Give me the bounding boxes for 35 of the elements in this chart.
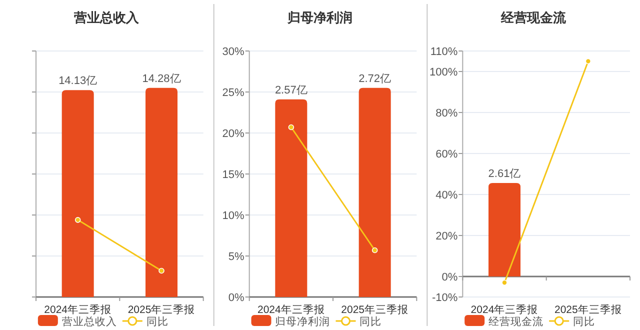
x-tick-label: 2025年三季报 <box>554 303 622 316</box>
y-tick-label: 0% <box>228 292 245 304</box>
y-tick-label: 40% <box>436 190 458 202</box>
y-tick-label: 110% <box>430 46 458 58</box>
chart-title: 营业总收入 <box>73 10 140 25</box>
y-tick-label: 10% <box>222 210 245 222</box>
y-tick-label: 60% <box>436 148 458 160</box>
x-tick-label: 2025年三季报 <box>128 303 196 316</box>
y-tick-label: 30% <box>222 46 245 58</box>
legend-label: 同比 <box>573 315 596 328</box>
y-tick-label: 15% <box>222 169 245 181</box>
data-label: 2.57亿 <box>274 84 308 96</box>
y-tick-label: 5% <box>228 251 245 263</box>
y-tick-label: 100% <box>430 66 458 78</box>
x-tick-label: 2024年三季报 <box>44 303 112 316</box>
data-label: 14.13亿 <box>58 75 98 88</box>
x-tick-label: 2025年三季报 <box>341 303 409 316</box>
chart-title: 归母净利润 <box>286 10 352 25</box>
y-tick-label: 25% <box>222 87 245 99</box>
y-tick-label: 20% <box>436 230 458 242</box>
y-tick-label: 0% <box>442 272 458 284</box>
x-tick-label: 2024年三季报 <box>257 303 325 316</box>
data-label: 2.72亿 <box>358 72 392 85</box>
y-tick-label: -10% <box>432 292 458 304</box>
data-label: 2.61亿 <box>488 168 521 180</box>
y-tick-label: 80% <box>436 108 458 120</box>
legend-label: 经营现金流 <box>488 315 544 328</box>
legend-label: 同比 <box>360 315 382 328</box>
legend-label: 同比 <box>146 315 168 328</box>
data-label: 14.28亿 <box>142 72 181 85</box>
legend-label: 营业总收入 <box>62 315 117 328</box>
y-tick-label: 20% <box>222 128 245 140</box>
x-tick-label: 2024年三季报 <box>470 303 538 316</box>
legend-label: 归母净利润 <box>275 315 330 328</box>
chart-title: 经营现金流 <box>500 10 567 25</box>
